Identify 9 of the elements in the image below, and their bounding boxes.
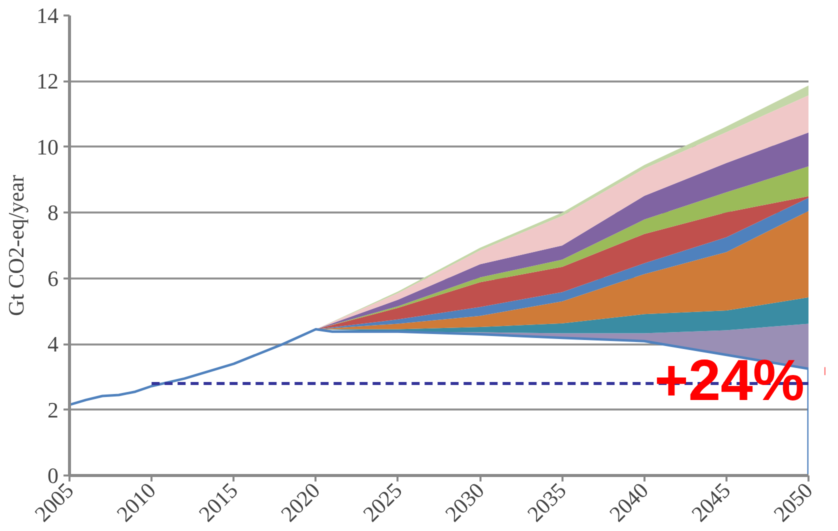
y-tick-label: 0 <box>48 463 58 488</box>
y-tick-label: 2 <box>48 397 58 422</box>
y-tick-label: 8 <box>48 200 58 226</box>
y-tick-label: 4 <box>48 332 58 357</box>
y-tick-label: 6 <box>48 266 58 291</box>
y-tick-label: 12 <box>36 68 58 94</box>
y-tick-label: 14 <box>36 3 58 28</box>
y-tick-label: 10 <box>36 134 58 160</box>
y-axis-title: Gt CO2-eq/year <box>4 174 28 316</box>
